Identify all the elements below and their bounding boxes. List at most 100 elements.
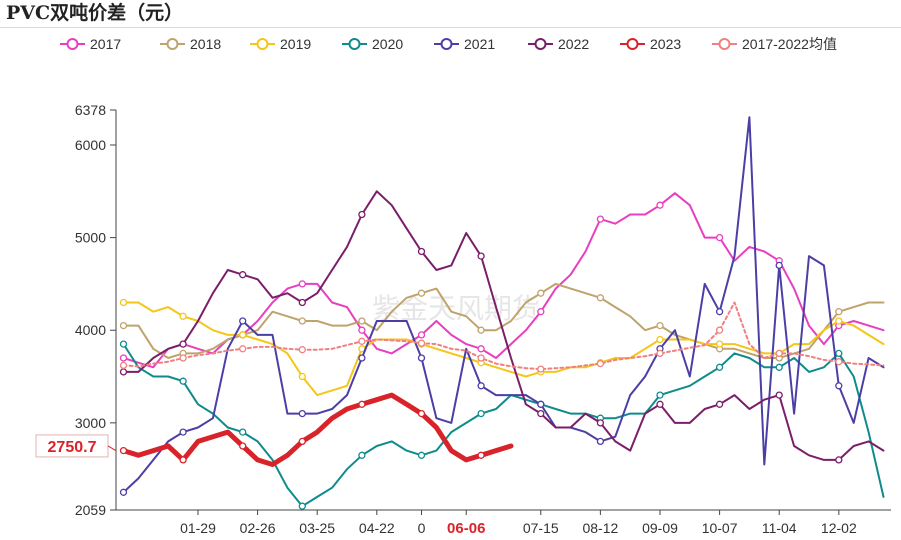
legend-item-2021[interactable]: 2021 bbox=[434, 36, 495, 52]
data-point bbox=[656, 400, 664, 408]
data-point bbox=[477, 354, 485, 362]
data-point bbox=[715, 233, 724, 242]
data-point bbox=[119, 368, 128, 376]
x-tick-label-current: 06-06 bbox=[447, 520, 485, 537]
data-point bbox=[298, 280, 306, 288]
data-point bbox=[298, 372, 306, 381]
series-line bbox=[122, 282, 885, 359]
data-point bbox=[239, 345, 247, 353]
data-point bbox=[358, 400, 366, 408]
series-2020 bbox=[119, 340, 885, 510]
data-point bbox=[835, 317, 843, 325]
data-point bbox=[119, 446, 128, 455]
series-2022 bbox=[119, 190, 885, 464]
data-point bbox=[119, 354, 128, 362]
series-line bbox=[121, 392, 514, 467]
x-tick-label: 02-26 bbox=[240, 520, 276, 536]
data-point bbox=[656, 349, 664, 358]
series-line bbox=[122, 343, 885, 508]
data-point bbox=[298, 317, 306, 325]
legend-item-2018[interactable]: 2018 bbox=[160, 36, 221, 52]
data-point bbox=[239, 331, 247, 339]
legend-marker bbox=[166, 38, 179, 50]
y-tick-label: 5000 bbox=[75, 230, 106, 246]
chart-title: PVC双吨价差（元） bbox=[6, 2, 184, 24]
y-tick-label: 6000 bbox=[75, 137, 106, 153]
series-2018 bbox=[119, 282, 885, 362]
data-point bbox=[775, 363, 783, 371]
series-line bbox=[122, 192, 885, 369]
data-point bbox=[298, 346, 306, 354]
legend-marker bbox=[66, 38, 79, 50]
data-point bbox=[358, 317, 366, 325]
legend-item-2017-2022均值[interactable]: 2017-2022均值 bbox=[712, 36, 837, 52]
data-point bbox=[596, 419, 605, 427]
data-point bbox=[477, 382, 485, 390]
legend-item-2020[interactable]: 2020 bbox=[342, 36, 403, 52]
legend-label: 2019 bbox=[280, 36, 311, 52]
y-tick-label: 3000 bbox=[75, 415, 106, 431]
series-line bbox=[122, 301, 885, 371]
y-tick-label: 2059 bbox=[75, 502, 106, 518]
data-point bbox=[715, 340, 724, 348]
data-point bbox=[298, 298, 306, 307]
legend-item-2022[interactable]: 2022 bbox=[528, 36, 589, 52]
data-point bbox=[477, 451, 485, 459]
data-point bbox=[119, 321, 128, 330]
data-point bbox=[596, 294, 605, 302]
data-point bbox=[417, 247, 426, 256]
axes: 2059 3000 4000 5000 6000 6378 01-29 02-26 03-25 0… bbox=[75, 102, 891, 537]
x-tick-label: 03-25 bbox=[299, 520, 335, 536]
legend-marker bbox=[348, 38, 361, 50]
data-point bbox=[775, 261, 783, 270]
legend-item-2019[interactable]: 2019 bbox=[250, 36, 311, 52]
data-point bbox=[239, 271, 247, 279]
data-point bbox=[358, 337, 366, 345]
data-point bbox=[537, 400, 545, 408]
data-point bbox=[179, 312, 187, 320]
legend-marker bbox=[534, 38, 547, 50]
legend-label: 2018 bbox=[190, 36, 221, 52]
data-point bbox=[835, 308, 843, 316]
data-point bbox=[179, 377, 187, 385]
data-point bbox=[775, 391, 783, 399]
data-point bbox=[417, 339, 426, 347]
data-point bbox=[715, 363, 724, 371]
data-point bbox=[179, 456, 187, 464]
data-point bbox=[239, 428, 247, 436]
data-point bbox=[835, 358, 843, 366]
data-point bbox=[835, 382, 843, 390]
data-point bbox=[537, 365, 545, 373]
x-tick-label: 10-07 bbox=[702, 520, 738, 536]
data-point bbox=[179, 428, 187, 436]
data-point bbox=[417, 451, 426, 459]
title-divider bbox=[0, 27, 901, 28]
x-tick-label: 11-04 bbox=[762, 520, 797, 536]
x-tick-label: 12-02 bbox=[821, 520, 857, 536]
data-point bbox=[119, 488, 128, 496]
data-point bbox=[239, 442, 247, 450]
data-point bbox=[596, 359, 605, 368]
data-point bbox=[835, 456, 843, 464]
series-line bbox=[122, 190, 885, 461]
data-point bbox=[239, 317, 247, 325]
data-point bbox=[596, 437, 605, 446]
data-point bbox=[119, 340, 128, 348]
data-point bbox=[417, 354, 426, 362]
data-point bbox=[477, 345, 485, 353]
data-point bbox=[537, 409, 545, 418]
legend-label: 2022 bbox=[558, 36, 589, 52]
series-2017-2022均值 bbox=[119, 301, 885, 373]
data-point bbox=[358, 354, 366, 362]
legend[interactable]: 2017 2018 2019 2020 2021 2022 2023 2017-2022均值 bbox=[60, 36, 837, 52]
y-tick-label: 4000 bbox=[75, 322, 106, 338]
data-point bbox=[715, 326, 724, 334]
data-point bbox=[477, 409, 485, 418]
data-point bbox=[417, 409, 426, 418]
legend-item-2023[interactable]: 2023 bbox=[620, 36, 681, 52]
x-tick-label: 09-09 bbox=[642, 520, 678, 536]
data-point bbox=[417, 289, 426, 297]
data-point bbox=[715, 400, 724, 408]
legend-item-2017[interactable]: 2017 bbox=[60, 36, 121, 52]
data-point bbox=[775, 349, 783, 358]
